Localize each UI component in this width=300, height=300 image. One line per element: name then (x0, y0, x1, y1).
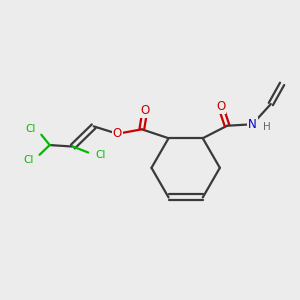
Text: Cl: Cl (96, 150, 106, 160)
Text: Cl: Cl (26, 124, 36, 134)
Text: Cl: Cl (23, 155, 34, 165)
Text: O: O (113, 127, 122, 140)
Text: N: N (248, 118, 257, 131)
Text: O: O (140, 104, 149, 117)
Text: O: O (216, 100, 225, 113)
Text: H: H (263, 122, 271, 132)
